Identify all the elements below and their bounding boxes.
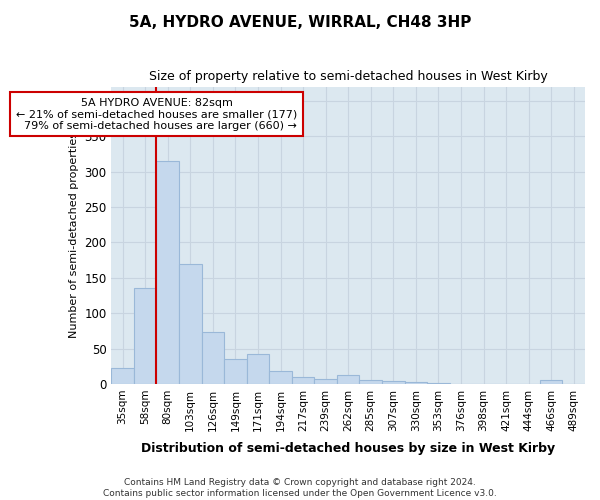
Bar <box>314 379 337 384</box>
Bar <box>112 368 134 384</box>
Text: 5A, HYDRO AVENUE, WIRRAL, CH48 3HP: 5A, HYDRO AVENUE, WIRRAL, CH48 3HP <box>129 15 471 30</box>
Bar <box>179 264 202 384</box>
Bar <box>292 377 314 384</box>
Bar <box>157 161 179 384</box>
Bar <box>134 288 157 384</box>
Text: Contains HM Land Registry data © Crown copyright and database right 2024.
Contai: Contains HM Land Registry data © Crown c… <box>103 478 497 498</box>
Bar <box>337 374 359 384</box>
Y-axis label: Number of semi-detached properties: Number of semi-detached properties <box>68 132 79 338</box>
Bar <box>427 383 449 384</box>
Text: 5A HYDRO AVENUE: 82sqm
← 21% of semi-detached houses are smaller (177)
  79% of : 5A HYDRO AVENUE: 82sqm ← 21% of semi-det… <box>16 98 297 131</box>
Bar <box>359 380 382 384</box>
Title: Size of property relative to semi-detached houses in West Kirby: Size of property relative to semi-detach… <box>149 70 548 83</box>
Bar <box>269 371 292 384</box>
Bar <box>540 380 562 384</box>
Bar <box>224 359 247 384</box>
Bar <box>202 332 224 384</box>
Bar <box>382 381 404 384</box>
Bar <box>404 382 427 384</box>
Bar <box>247 354 269 384</box>
X-axis label: Distribution of semi-detached houses by size in West Kirby: Distribution of semi-detached houses by … <box>141 442 555 455</box>
